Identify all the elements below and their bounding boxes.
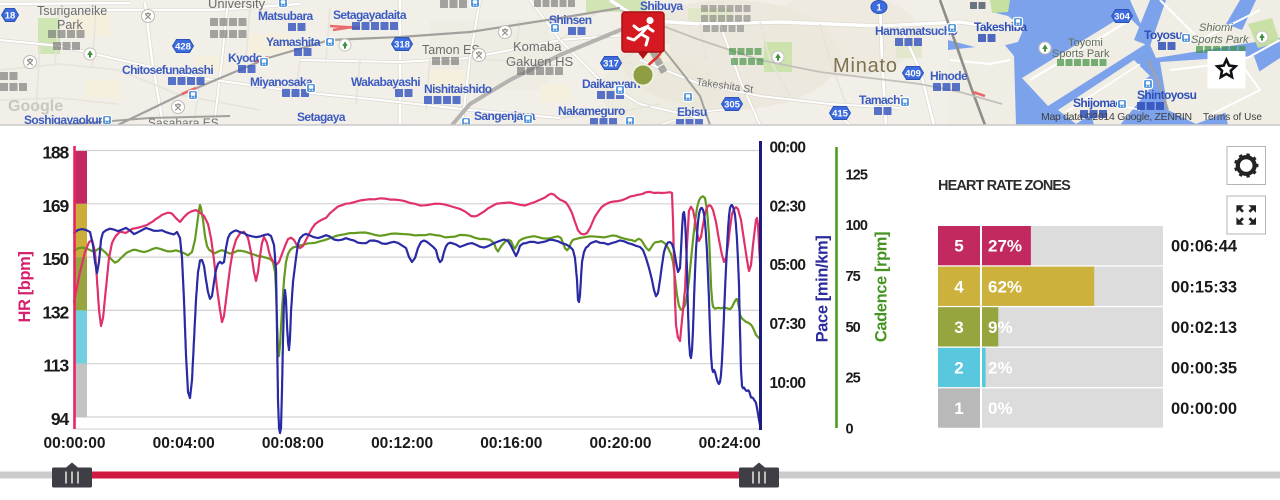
svg-text:18: 18 xyxy=(5,11,16,22)
svg-text:Wakabayashi: Wakabayashi xyxy=(351,75,420,89)
svg-text:Hamamatsucho: Hamamatsucho xyxy=(875,24,957,38)
svg-text:02:30: 02:30 xyxy=(770,198,806,215)
svg-text:Sports Park: Sports Park xyxy=(1052,48,1110,60)
svg-text:0: 0 xyxy=(846,421,854,437)
svg-text:Sasahara ES: Sasahara ES xyxy=(148,116,219,130)
svg-text:Nakameguro: Nakameguro xyxy=(558,104,625,118)
svg-text:Map data ©2014 Google, ZENRIN: Map data ©2014 Google, ZENRIN xyxy=(1041,111,1192,123)
svg-text:Daikanyam: Daikanyam xyxy=(582,77,640,91)
svg-text:Nishitaishido: Nishitaishido xyxy=(424,82,492,96)
svg-text:2%: 2% xyxy=(988,358,1013,377)
svg-text:Setagayadaita: Setagayadaita xyxy=(333,8,407,22)
svg-text:125: 125 xyxy=(846,167,868,183)
svg-text:Ebisu: Ebisu xyxy=(677,105,707,119)
svg-text:Shibuya: Shibuya xyxy=(640,0,683,13)
svg-text:Matsubara: Matsubara xyxy=(258,9,314,23)
svg-text:Shijomae: Shijomae xyxy=(1073,96,1122,110)
svg-text:Google: Google xyxy=(8,98,63,115)
svg-text:317: 317 xyxy=(603,59,619,70)
svg-text:113: 113 xyxy=(43,356,69,376)
svg-text:Komaba: Komaba xyxy=(513,39,562,54)
svg-text:Soshigayaokura: Soshigayaokura xyxy=(24,113,109,127)
svg-text:Chitosefunabashi: Chitosefunabashi xyxy=(122,63,213,77)
svg-text:Minato: Minato xyxy=(833,55,898,77)
svg-text:188: 188 xyxy=(42,143,69,163)
svg-text:4: 4 xyxy=(954,277,964,296)
svg-text:00:08:00: 00:08:00 xyxy=(262,435,324,452)
svg-text:Terms of Use: Terms of Use xyxy=(1203,112,1262,123)
svg-text:HR [bpm]: HR [bpm] xyxy=(16,251,34,322)
svg-text:University: University xyxy=(208,0,266,11)
svg-text:Shintoyosu: Shintoyosu xyxy=(1137,88,1197,102)
svg-text:00:20:00: 00:20:00 xyxy=(589,435,651,452)
svg-text:Shinsen: Shinsen xyxy=(549,13,592,27)
svg-text:Yamashita: Yamashita xyxy=(266,35,321,49)
svg-text:Tamachi: Tamachi xyxy=(859,93,903,107)
svg-text:305: 305 xyxy=(724,100,741,111)
svg-text:409: 409 xyxy=(905,69,921,80)
svg-text:00:12:00: 00:12:00 xyxy=(371,435,433,452)
svg-text:Miyanosaka: Miyanosaka xyxy=(250,75,313,89)
svg-text:2: 2 xyxy=(954,358,963,377)
svg-text:27%: 27% xyxy=(988,237,1022,256)
svg-text:00:00: 00:00 xyxy=(770,140,806,157)
svg-text:Shiomi: Shiomi xyxy=(1199,22,1233,34)
svg-text:169: 169 xyxy=(42,196,69,216)
svg-text:00:00:00: 00:00:00 xyxy=(43,435,105,452)
svg-text:9%: 9% xyxy=(988,318,1013,337)
svg-text:Sangenjaya: Sangenjaya xyxy=(474,109,536,123)
svg-text:Kyodo: Kyodo xyxy=(228,51,263,65)
svg-text:0%: 0% xyxy=(988,399,1013,418)
svg-text:428: 428 xyxy=(175,42,191,53)
svg-text:Gakuen HS: Gakuen HS xyxy=(506,54,574,69)
svg-text:94: 94 xyxy=(51,409,70,429)
svg-text:318: 318 xyxy=(394,40,410,51)
svg-text:5: 5 xyxy=(954,237,963,256)
svg-text:00:06:44: 00:06:44 xyxy=(1171,238,1238,256)
svg-text:10:00: 10:00 xyxy=(770,375,806,392)
svg-text:HEART RATE ZONES: HEART RATE ZONES xyxy=(938,178,1071,194)
svg-text:Pace [min/km]: Pace [min/km] xyxy=(814,236,832,343)
svg-text:304: 304 xyxy=(1114,12,1131,23)
svg-text:132: 132 xyxy=(42,302,69,322)
svg-text:00:02:13: 00:02:13 xyxy=(1171,319,1237,337)
svg-text:415: 415 xyxy=(832,109,849,120)
svg-text:3: 3 xyxy=(954,318,963,337)
svg-text:00:24:00: 00:24:00 xyxy=(699,435,761,452)
svg-text:Tsuriganeike: Tsuriganeike xyxy=(37,4,107,18)
svg-text:75: 75 xyxy=(846,269,861,285)
svg-text:1: 1 xyxy=(876,3,882,14)
svg-text:07:30: 07:30 xyxy=(770,316,806,333)
svg-text:Cadence [rpm]: Cadence [rpm] xyxy=(873,232,891,342)
svg-text:Hinode: Hinode xyxy=(930,69,968,83)
svg-text:Sports Park: Sports Park xyxy=(1191,34,1249,46)
svg-text:00:04:00: 00:04:00 xyxy=(153,435,215,452)
svg-text:50: 50 xyxy=(846,320,861,336)
svg-text:62%: 62% xyxy=(988,277,1022,296)
svg-text:Tamon ES: Tamon ES xyxy=(422,43,480,57)
svg-text:00:15:33: 00:15:33 xyxy=(1171,278,1237,296)
svg-text:Toyosu: Toyosu xyxy=(1144,28,1182,42)
svg-text:Park: Park xyxy=(57,18,83,32)
svg-text:00:00:00: 00:00:00 xyxy=(1171,400,1237,418)
svg-text:25: 25 xyxy=(846,371,861,387)
svg-text:150: 150 xyxy=(42,249,69,269)
svg-text:Toyomi: Toyomi xyxy=(1068,37,1103,49)
svg-text:05:00: 05:00 xyxy=(770,257,806,274)
svg-text:1: 1 xyxy=(954,399,963,418)
svg-text:100: 100 xyxy=(846,218,868,234)
svg-text:Setagaya: Setagaya xyxy=(297,110,346,124)
svg-text:00:16:00: 00:16:00 xyxy=(480,435,542,452)
svg-text:00:00:35: 00:00:35 xyxy=(1171,359,1237,377)
